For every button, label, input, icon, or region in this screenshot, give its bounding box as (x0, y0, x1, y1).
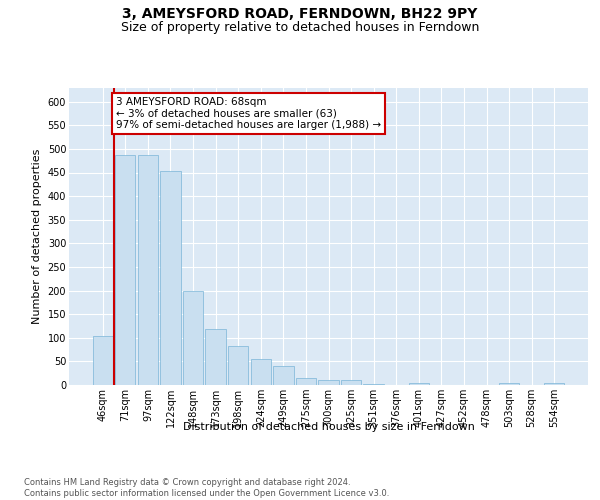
Bar (138, 155, 158, 385)
Bar (205, 330, 226, 385)
Bar (319, 380, 338, 385)
Text: Size of property relative to detached houses in Ferndown: Size of property relative to detached ho… (121, 21, 479, 34)
Bar (364, 384, 384, 385)
Text: Distribution of detached houses by size in Ferndown: Distribution of detached houses by size … (183, 422, 475, 432)
Bar (341, 380, 361, 385)
Text: 3 AMEYSFORD ROAD: 68sqm
← 3% of detached houses are smaller (63)
97% of semi-det: 3 AMEYSFORD ROAD: 68sqm ← 3% of detached… (116, 97, 381, 130)
Bar (251, 359, 271, 385)
Text: Contains HM Land Registry data © Crown copyright and database right 2024.
Contai: Contains HM Land Registry data © Crown c… (24, 478, 389, 498)
Bar (499, 382, 519, 385)
Y-axis label: Number of detached properties: Number of detached properties (32, 148, 42, 324)
Bar (544, 382, 565, 385)
Bar (409, 382, 429, 385)
Bar (183, 290, 203, 385)
Bar (92, 336, 113, 385)
Bar (296, 378, 316, 385)
Bar (160, 171, 181, 385)
Bar (115, 155, 136, 385)
Bar (273, 366, 293, 385)
Text: 3, AMEYSFORD ROAD, FERNDOWN, BH22 9PY: 3, AMEYSFORD ROAD, FERNDOWN, BH22 9PY (122, 8, 478, 22)
Bar (228, 346, 248, 385)
